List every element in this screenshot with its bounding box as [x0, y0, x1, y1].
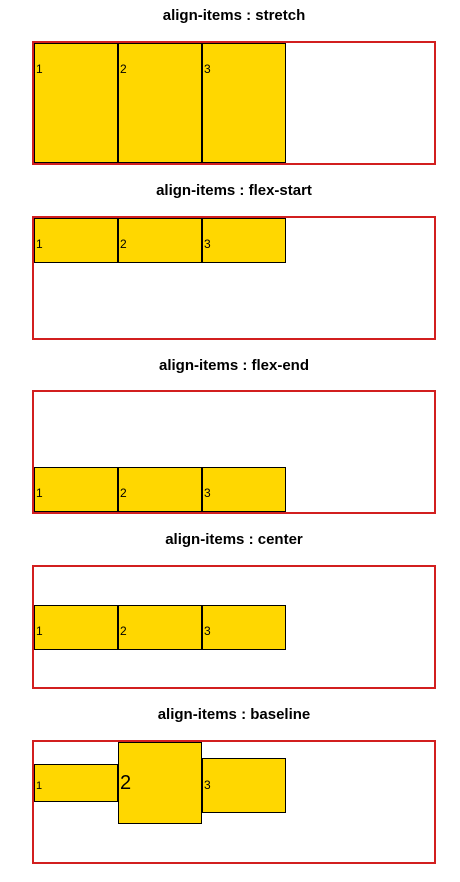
section-title: align-items : center — [165, 531, 303, 548]
flex-item: 1 — [34, 43, 118, 163]
flex-item: 2 — [118, 43, 202, 163]
flex-item: 1 — [34, 604, 118, 650]
section-title: align-items : stretch — [162, 7, 306, 24]
flex-item: 1 — [34, 218, 118, 263]
flex-item: 2 — [118, 604, 202, 650]
flex-item: 1 — [34, 467, 118, 512]
flex-item: 3 — [202, 467, 286, 512]
flex-container-baseline: 1 2 3 — [32, 740, 436, 864]
flex-container-flex-end: 1 2 3 — [32, 390, 436, 514]
flex-item: 3 — [202, 43, 286, 163]
section-title: align-items : flex-end — [158, 357, 310, 374]
flex-item: 2 — [118, 218, 202, 263]
flex-item: 2 — [118, 742, 202, 824]
flex-container-stretch: 1 2 3 — [32, 41, 436, 165]
flex-container-flex-start: 1 2 3 — [32, 216, 436, 340]
section-title: align-items : flex-start — [156, 182, 312, 199]
section-title: align-items : baseline — [157, 706, 311, 723]
flex-item: 3 — [202, 218, 286, 263]
flex-item: 3 — [202, 758, 286, 813]
flex-container-center: 1 2 3 — [32, 565, 436, 689]
flex-item: 3 — [202, 604, 286, 650]
flex-item: 1 — [34, 764, 118, 802]
flex-item: 2 — [118, 467, 202, 512]
